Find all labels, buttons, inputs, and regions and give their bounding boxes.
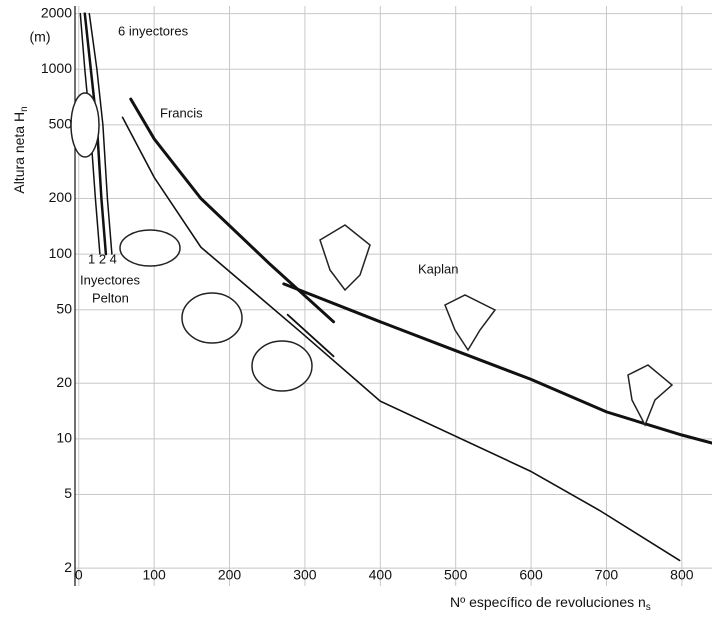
annotation: Kaplan bbox=[418, 261, 458, 276]
y-tick-label: 2 bbox=[64, 559, 72, 575]
turbine-icons bbox=[71, 93, 672, 425]
annotation: Francis bbox=[160, 105, 203, 120]
y-tick-label: 10 bbox=[56, 430, 72, 446]
x-tick-label: 300 bbox=[293, 567, 317, 583]
y-axis-label: Altura neta Hn bbox=[11, 106, 30, 193]
y-tick-label: 500 bbox=[49, 116, 73, 132]
x-tick-label: 0 bbox=[75, 567, 83, 583]
x-tick-label: 400 bbox=[369, 567, 393, 583]
y-unit: (m) bbox=[30, 29, 51, 45]
y-tick-label: 50 bbox=[56, 300, 72, 316]
x-tick-label: 500 bbox=[444, 567, 468, 583]
annotation: Inyectores bbox=[80, 272, 140, 287]
x-tick-label: 600 bbox=[519, 567, 543, 583]
curve bbox=[131, 99, 334, 322]
annotation: 6 inyectores bbox=[118, 23, 189, 38]
x-tick-label: 200 bbox=[218, 567, 242, 583]
x-tick-label: 100 bbox=[142, 567, 166, 583]
y-tick-label: 5 bbox=[64, 485, 72, 501]
annotation: 1 2 4 bbox=[88, 251, 117, 266]
y-tick-label: 100 bbox=[49, 245, 73, 261]
x-tick-label: 700 bbox=[595, 567, 619, 583]
x-tick-label: 800 bbox=[670, 567, 694, 583]
x-axis-label: Nº específico de revoluciones ns bbox=[450, 594, 651, 613]
chart: Altura neta Hn (m) Nº específico de revo… bbox=[0, 0, 712, 630]
y-tick-label: 2000 bbox=[41, 4, 72, 20]
y-tick-label: 200 bbox=[49, 189, 73, 205]
y-tick-label: 1000 bbox=[41, 60, 72, 76]
annotation: Pelton bbox=[92, 290, 129, 305]
y-tick-label: 20 bbox=[56, 374, 72, 390]
